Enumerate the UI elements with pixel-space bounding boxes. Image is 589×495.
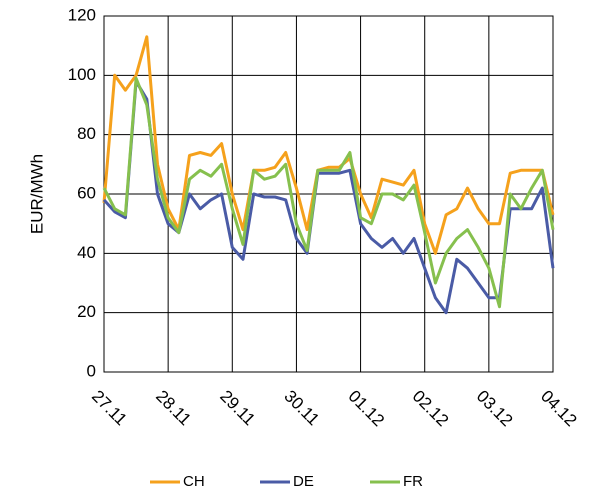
y-tick-label: 0 <box>87 361 96 380</box>
x-tick-label: 03.12 <box>473 387 517 431</box>
y-tick-label: 60 <box>77 183 96 202</box>
x-tick-label: 04.12 <box>537 387 581 431</box>
x-tick-label: 01.12 <box>345 387 389 431</box>
y-tick-label: 20 <box>77 302 96 321</box>
line-series <box>102 76 555 309</box>
y-tick-label: 120 <box>68 5 96 24</box>
legend-label: FR <box>403 473 423 490</box>
y-tick-label: 80 <box>77 124 96 143</box>
y-axis-label: EUR/MWh <box>27 154 46 234</box>
y-tick-label: 100 <box>68 65 96 84</box>
line-series <box>102 79 555 315</box>
x-tick-label: 02.12 <box>409 387 453 431</box>
x-tick-label: 29.11 <box>216 387 259 430</box>
legend-label: CH <box>183 473 205 490</box>
x-tick-label: 30.11 <box>280 387 323 430</box>
x-tick-label: 28.11 <box>152 387 195 430</box>
legend-label: DE <box>293 473 314 490</box>
x-tick-label: 27.11 <box>88 387 131 430</box>
y-tick-label: 40 <box>77 243 96 262</box>
